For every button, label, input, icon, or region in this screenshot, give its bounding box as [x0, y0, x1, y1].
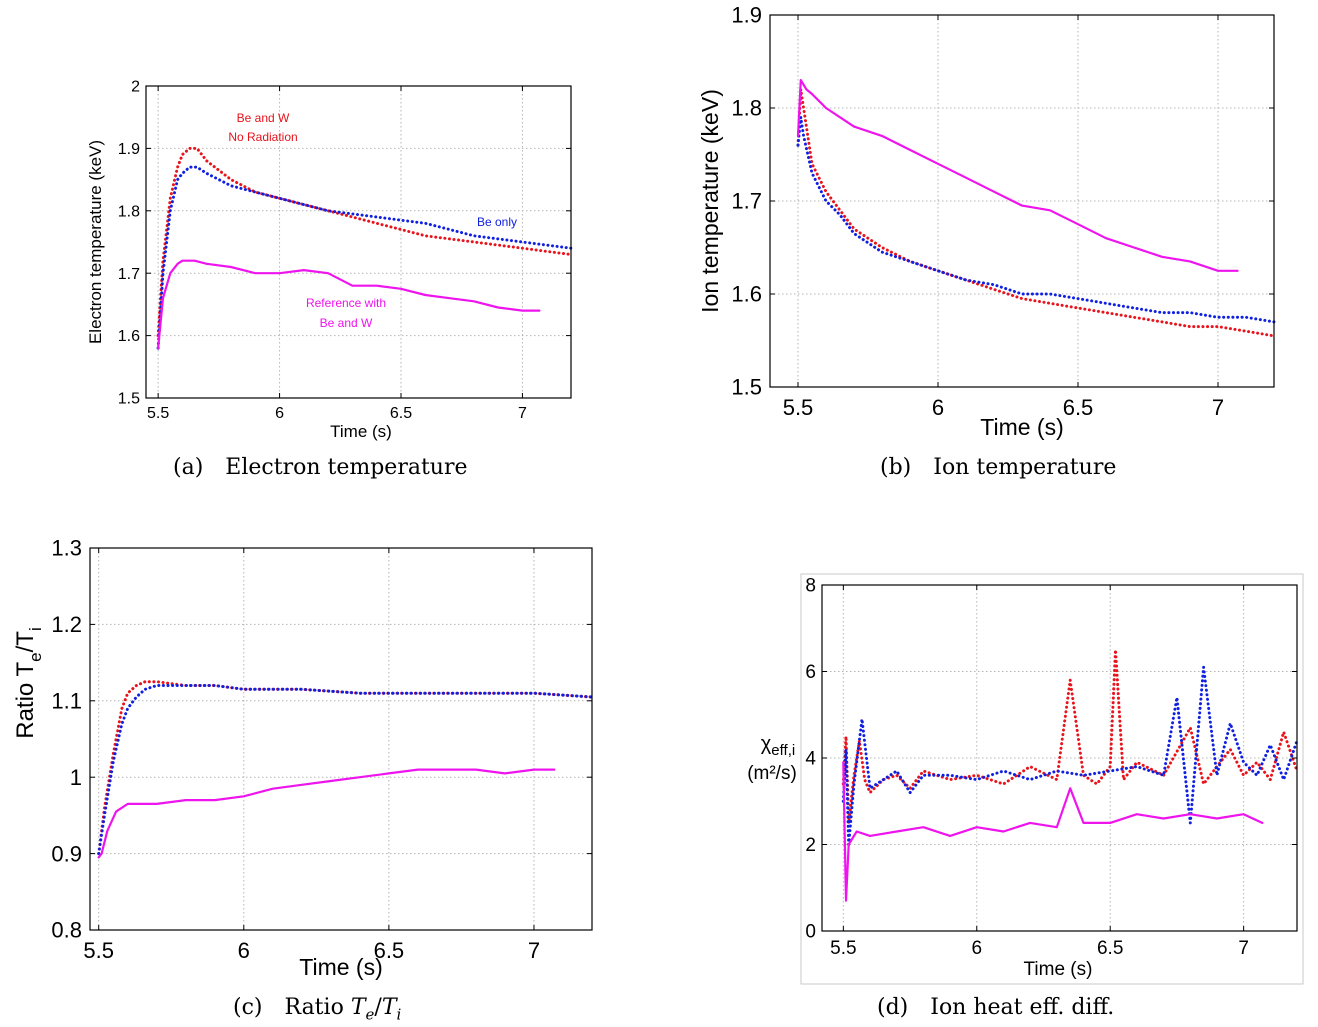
annotation-reference-line2: Be and W [320, 316, 373, 330]
ylabel-chi-sub: eff,i [771, 742, 795, 759]
y-tick-label: 1.1 [51, 689, 82, 714]
caption-b-tag: (b) [880, 455, 912, 480]
series-line-reference [796, 78, 1239, 272]
series-line-be-only [841, 665, 1299, 846]
series-line-be-only [796, 115, 1276, 324]
panel-c-ratio-te-ti: 5.5 6 6.5 7 0.8 0.9 1 1.1 1.2 1.3 Time (s) Ratio T… [12, 536, 594, 980]
caption-b: (b) Ion temperature [880, 455, 1116, 480]
ylabel-ratio-sub1: e [26, 652, 45, 661]
caption-b-text: Ion temperature [933, 455, 1117, 480]
caption-c-te: Te [350, 995, 375, 1024]
x-tick-label: 7 [528, 938, 540, 963]
x-axis-label: Time (s) [980, 414, 1063, 440]
panel-d-outer-frame [800, 573, 1304, 985]
ylabel-ratio-sub2: i [26, 627, 45, 631]
plot-frame [145, 85, 572, 399]
annotation-be-w-line2: No Radiation [228, 130, 297, 144]
y-tick-label: 8 [805, 576, 816, 597]
x-tick-label: 7 [1212, 395, 1224, 420]
x-tick-label: 6 [238, 938, 250, 963]
series-line-reference [97, 768, 556, 859]
caption-a-text: Electron temperature [225, 455, 468, 480]
caption-c-ti: Ti [381, 995, 402, 1024]
y-tick-label: 1.8 [731, 96, 762, 121]
series-line-be-and-w-no-radiation [796, 87, 1276, 338]
y-tick-label: 1.7 [731, 189, 762, 214]
x-tick-label: 6.5 [1097, 938, 1123, 959]
x-tick-label: 6 [932, 395, 944, 420]
caption-c-text: Ratio [284, 995, 344, 1020]
y-tick-label: 0.8 [51, 918, 82, 943]
y-tick-label: 1.6 [731, 282, 762, 307]
y-tick-label: 1.3 [51, 536, 82, 561]
y-tick-label: 1.5 [118, 391, 140, 408]
panel-d-ion-heat-diffusivity: 5.5 6 6.5 7 0 2 4 6 8 Time (s) χeff,i (m²/s) [747, 573, 1304, 985]
series-line-be-only [156, 165, 573, 350]
y-axis-label: Electron temperature (keV) [86, 140, 105, 344]
y-tick-label: 6 [805, 662, 816, 683]
x-tick-label: 6.5 [374, 938, 405, 963]
series-line-be-only [97, 684, 594, 856]
x-tick-label: 6.5 [390, 405, 412, 422]
x-tick-label: 6 [971, 938, 982, 959]
annotation-be-only: Be only [477, 215, 517, 229]
caption-d-text: Ion heat eff. diff. [930, 995, 1115, 1020]
panel-a-electron-temperature: 5.5 6 6.5 7 1.5 1.6 1.7 1.8 1.9 2 Time (s) Electron… [86, 79, 573, 441]
caption-a-tag: (a) [173, 455, 204, 480]
caption-c: (c) Ratio Te/Ti [233, 995, 401, 1023]
caption-a: (a) Electron temperature [173, 455, 468, 480]
caption-c-tag: (c) [233, 995, 263, 1020]
x-axis-label: Time (s) [1024, 959, 1093, 980]
x-tick-label: 5.5 [147, 405, 169, 422]
x-tick-label: 5.5 [830, 938, 856, 959]
ylabel-ratio-mid: /T [12, 631, 39, 653]
ylabel-chi-units: (m²/s) [747, 763, 797, 784]
ylabel-ratio-base: Ratio T [12, 661, 39, 738]
y-tick-label: 1.8 [118, 203, 140, 220]
y-tick-label: 4 [805, 749, 816, 770]
caption-d: (d) Ion heat eff. diff. [877, 995, 1114, 1020]
annotation-reference-line1: Reference with [306, 296, 386, 310]
panel-b-ion-temperature: 5.5 6 6.5 7 1.5 1.6 1.7 1.8 1.9 Time (s) Ion tempe… [697, 3, 1276, 440]
y-tick-label: 1.7 [118, 266, 140, 283]
x-tick-label: 7 [518, 405, 527, 422]
caption-c-slash: / [374, 995, 382, 1020]
x-tick-label: 6.5 [1063, 395, 1094, 420]
annotation-be-w-line1: Be and W [237, 111, 290, 125]
x-tick-label: 5.5 [783, 395, 814, 420]
y-tick-label: 0 [805, 922, 816, 943]
x-axis-label: Time (s) [299, 954, 382, 980]
ylabel-ratio: Ratio Te/Ti [12, 627, 45, 739]
y-tick-label: 1.9 [731, 3, 762, 28]
y-axis-label: Ion temperature (keV) [697, 89, 723, 313]
y-tick-label: 1.6 [118, 328, 140, 345]
series-line-be-and-w-no-radiation [841, 648, 1299, 825]
y-tick-label: 1.9 [118, 141, 140, 158]
y-tick-label: 2 [805, 835, 816, 856]
caption-d-tag: (d) [877, 995, 909, 1020]
series-line-be-and-w-no-radiation [156, 146, 573, 338]
plot-frame [89, 547, 593, 931]
x-tick-label: 7 [1238, 938, 1249, 959]
x-tick-label: 6 [275, 405, 284, 422]
ylabel-chi-symbol: χ [761, 733, 772, 755]
series-line-be-and-w-no-radiation [97, 680, 594, 856]
y-tick-label: 1 [70, 765, 82, 790]
y-tick-label: 2 [131, 79, 140, 96]
ylabel-chi: χeff,i [761, 733, 795, 759]
series-line-reference [842, 761, 1264, 902]
y-tick-label: 1.2 [51, 612, 82, 637]
y-tick-label: 0.9 [51, 841, 82, 866]
x-axis-label: Time (s) [330, 422, 392, 441]
y-tick-label: 1.5 [731, 375, 762, 400]
series-line-reference [157, 259, 541, 350]
x-tick-label: 5.5 [83, 938, 114, 963]
